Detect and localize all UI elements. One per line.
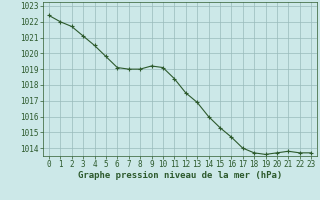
X-axis label: Graphe pression niveau de la mer (hPa): Graphe pression niveau de la mer (hPa) [78, 171, 282, 180]
